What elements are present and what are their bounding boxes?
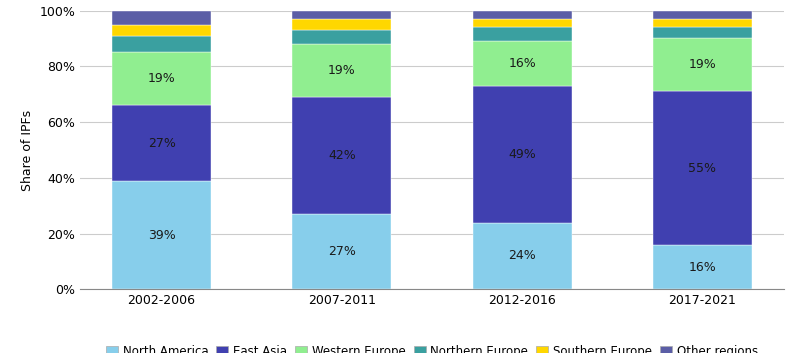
Bar [473, 19, 572, 27]
Text: 49%: 49% [508, 148, 536, 161]
Text: 16%: 16% [508, 57, 536, 70]
Text: 19%: 19% [148, 72, 175, 85]
Text: 27%: 27% [148, 137, 175, 150]
Bar [653, 19, 752, 27]
Bar [653, 91, 752, 245]
Y-axis label: Share of IPFs: Share of IPFs [21, 109, 34, 191]
Bar [473, 41, 572, 86]
Bar [112, 25, 211, 36]
Bar [112, 106, 211, 181]
Text: 39%: 39% [148, 229, 175, 241]
Bar [112, 36, 211, 52]
Bar [473, 222, 572, 289]
Bar [292, 19, 391, 30]
Bar [473, 11, 572, 19]
Text: 16%: 16% [689, 261, 716, 274]
Bar [112, 52, 211, 106]
Bar [292, 97, 391, 214]
Text: 19%: 19% [689, 59, 716, 71]
Bar [292, 44, 391, 97]
Bar [292, 30, 391, 44]
Bar [653, 245, 752, 289]
Legend: North America, East Asia, Western Europe, Northern Europe, Southern Europe, Othe: North America, East Asia, Western Europe… [102, 340, 762, 353]
Text: 42%: 42% [328, 149, 356, 162]
Text: 27%: 27% [328, 245, 356, 258]
Text: 24%: 24% [508, 250, 536, 263]
Bar [292, 214, 391, 289]
Bar [653, 11, 752, 19]
Bar [112, 11, 211, 25]
Bar [653, 27, 752, 38]
Text: 19%: 19% [328, 64, 356, 77]
Bar [292, 11, 391, 19]
Bar [112, 181, 211, 289]
Bar [473, 27, 572, 41]
Bar [653, 38, 752, 91]
Bar [473, 86, 572, 222]
Text: 55%: 55% [689, 162, 717, 175]
